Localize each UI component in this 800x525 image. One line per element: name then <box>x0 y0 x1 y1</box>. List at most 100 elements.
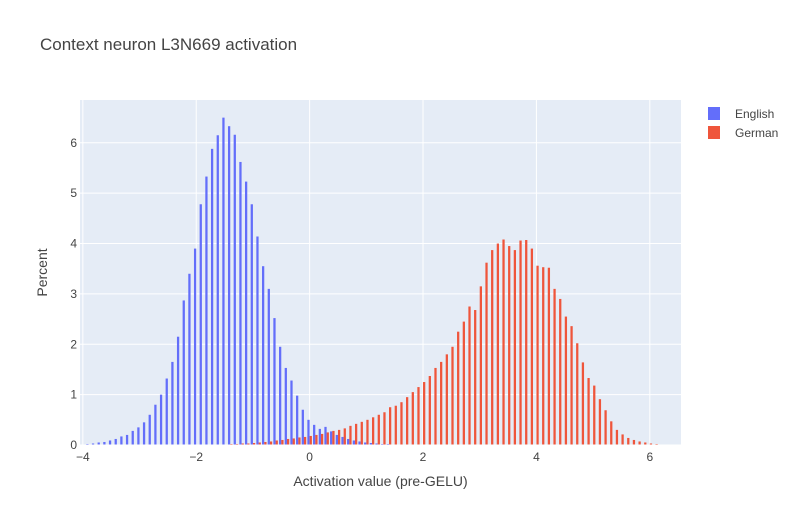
bar-german[interactable] <box>343 428 346 445</box>
bar-english[interactable] <box>176 336 180 445</box>
bar-german[interactable] <box>468 306 471 446</box>
bar-german[interactable] <box>485 262 488 445</box>
bar-german[interactable] <box>496 243 499 445</box>
bar-english[interactable] <box>125 434 129 445</box>
bar-german[interactable] <box>451 346 454 445</box>
bar-english[interactable] <box>279 346 282 445</box>
bar-english[interactable] <box>284 367 287 445</box>
bar-english[interactable] <box>290 380 293 445</box>
bar-german[interactable] <box>281 439 284 445</box>
bar-german[interactable] <box>252 442 256 445</box>
bar-german[interactable] <box>502 239 505 445</box>
bar-german[interactable] <box>417 387 420 445</box>
bar-german[interactable] <box>264 441 267 445</box>
legend-item-english[interactable]: English <box>708 107 774 121</box>
bar-english[interactable] <box>352 440 355 445</box>
bar-english[interactable] <box>244 181 248 445</box>
bar-english[interactable] <box>347 438 350 445</box>
bar-german[interactable] <box>598 399 602 445</box>
bar-english[interactable] <box>154 404 157 445</box>
bar-german[interactable] <box>530 248 534 445</box>
bar-english[interactable] <box>296 395 299 445</box>
bar-german[interactable] <box>638 441 641 445</box>
bar-english[interactable] <box>273 318 276 445</box>
bar-german[interactable] <box>377 414 380 445</box>
bar-german[interactable] <box>559 298 562 445</box>
bar-german[interactable] <box>508 246 511 445</box>
bar-english[interactable] <box>307 419 310 445</box>
bar-english[interactable] <box>369 442 372 445</box>
bar-english[interactable] <box>341 436 344 445</box>
bar-english[interactable] <box>210 148 214 445</box>
bar-german[interactable] <box>479 286 482 445</box>
bar-german[interactable] <box>547 267 551 445</box>
bar-german[interactable] <box>389 407 392 445</box>
bar-german[interactable] <box>303 436 307 445</box>
bar-german[interactable] <box>536 265 539 445</box>
bar-german[interactable] <box>519 240 522 445</box>
bar-english[interactable] <box>199 204 202 445</box>
bar-german[interactable] <box>275 440 278 445</box>
bar-german[interactable] <box>292 438 295 445</box>
bar-english[interactable] <box>103 441 106 445</box>
bar-german[interactable] <box>235 443 239 445</box>
bar-german[interactable] <box>462 321 465 445</box>
bar-english[interactable] <box>171 361 174 445</box>
bar-german[interactable] <box>434 367 437 445</box>
bar-english[interactable] <box>86 443 89 445</box>
bar-german[interactable] <box>337 429 341 445</box>
bar-german[interactable] <box>406 397 409 445</box>
bar-german[interactable] <box>258 442 261 445</box>
bar-german[interactable] <box>593 385 596 445</box>
bar-german[interactable] <box>564 316 568 445</box>
bar-german[interactable] <box>320 433 324 445</box>
bar-english[interactable] <box>324 426 327 445</box>
bar-german[interactable] <box>394 405 397 445</box>
bar-german[interactable] <box>513 250 517 445</box>
bar-english[interactable] <box>301 409 304 445</box>
bar-german[interactable] <box>587 378 590 445</box>
bar-german[interactable] <box>411 392 414 445</box>
bar-english[interactable] <box>193 248 197 445</box>
bar-german[interactable] <box>298 437 301 445</box>
bar-english[interactable] <box>222 117 225 445</box>
bar-german[interactable] <box>542 267 545 445</box>
bar-english[interactable] <box>108 440 112 445</box>
bar-german[interactable] <box>269 441 273 445</box>
bar-english[interactable] <box>318 428 321 445</box>
bar-german[interactable] <box>627 437 630 445</box>
bar-german[interactable] <box>553 288 556 445</box>
bar-german[interactable] <box>309 435 312 445</box>
bar-english[interactable] <box>358 441 361 445</box>
bar-english[interactable] <box>131 430 134 445</box>
bar-german[interactable] <box>632 439 636 445</box>
bar-german[interactable] <box>332 430 335 445</box>
bar-german[interactable] <box>576 343 579 445</box>
bar-english[interactable] <box>148 414 151 445</box>
bar-english[interactable] <box>205 176 208 446</box>
bar-english[interactable] <box>364 442 367 445</box>
bar-german[interactable] <box>491 250 494 445</box>
bar-english[interactable] <box>227 126 231 445</box>
bar-german[interactable] <box>349 425 352 445</box>
bar-english[interactable] <box>142 422 146 445</box>
bar-english[interactable] <box>97 442 100 445</box>
bar-german[interactable] <box>247 443 250 445</box>
bar-german[interactable] <box>621 434 624 445</box>
bar-german[interactable] <box>230 443 233 445</box>
bar-german[interactable] <box>474 310 477 445</box>
legend-item-german[interactable]: German <box>708 126 778 140</box>
bar-english[interactable] <box>182 300 185 445</box>
bar-german[interactable] <box>615 429 619 445</box>
bar-german[interactable] <box>457 331 460 445</box>
legend[interactable]: English German <box>708 107 778 140</box>
bar-german[interactable] <box>428 376 431 445</box>
bar-english[interactable] <box>262 266 265 445</box>
bar-german[interactable] <box>241 443 244 445</box>
bar-english[interactable] <box>335 434 338 445</box>
bar-english[interactable] <box>330 431 333 445</box>
bar-german[interactable] <box>570 326 573 445</box>
bar-english[interactable] <box>256 236 259 445</box>
bar-german[interactable] <box>360 421 363 445</box>
bar-english[interactable] <box>250 204 253 445</box>
